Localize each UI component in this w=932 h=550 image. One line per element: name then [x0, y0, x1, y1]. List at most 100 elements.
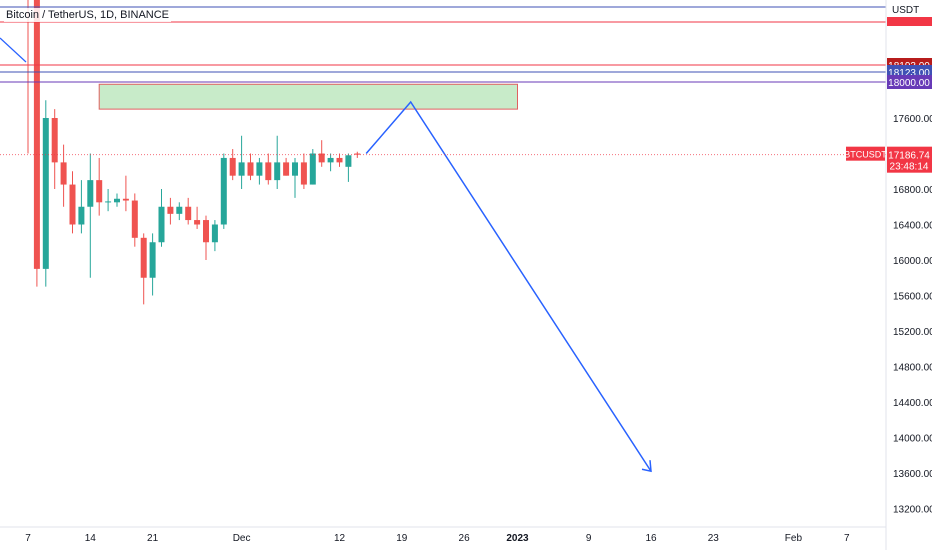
candle-body — [194, 220, 201, 225]
candle-body — [203, 220, 209, 243]
candle-body — [309, 153, 316, 185]
price-tick-label: 14400.00 — [893, 398, 932, 409]
symbol-title[interactable]: Bitcoin / TetherUS, 1D, BINANCE — [4, 8, 172, 22]
candle-down — [140, 233, 147, 305]
candle-down — [300, 153, 307, 189]
candle-body — [256, 162, 263, 176]
currency-label: USDT — [892, 5, 919, 16]
time-tick-label: 7 — [25, 533, 31, 544]
time-tick-label: 21 — [147, 533, 159, 544]
candle-up — [87, 153, 94, 278]
candle-body — [122, 198, 129, 201]
candle-body — [69, 184, 76, 225]
price-badge-label: 18000.00 — [888, 78, 930, 89]
time-tick-label: 9 — [586, 533, 592, 544]
symbol-badge-label: BTCUSDT — [844, 150, 887, 160]
candle-down — [203, 215, 209, 260]
candle-body — [60, 162, 67, 185]
zone-layer — [98, 83, 518, 110]
candle-down — [247, 153, 254, 181]
candle-down — [33, 0, 40, 287]
candle-down — [131, 193, 138, 247]
candle-down — [265, 153, 272, 185]
candle-body — [327, 157, 334, 163]
time-tick-label: Feb — [785, 533, 803, 544]
candle-body — [238, 162, 245, 176]
left-trend-line — [0, 37, 27, 63]
candle-down — [60, 144, 67, 207]
candle-up — [274, 135, 281, 189]
candle-body — [354, 153, 361, 155]
candle-body — [149, 242, 156, 278]
candle-body — [42, 118, 49, 269]
time-tick-label: 23 — [708, 533, 720, 544]
projection-path — [365, 100, 652, 472]
candle-up — [105, 189, 112, 212]
price-axis-bg — [886, 0, 932, 550]
candle-body — [96, 180, 103, 203]
candle-down — [51, 109, 58, 189]
price-axis[interactable]: USDT17600.0017200.0016800.0016400.001600… — [885, 0, 932, 550]
candle-down — [69, 171, 76, 234]
time-tick-label: 26 — [459, 533, 471, 544]
candle-body — [336, 157, 343, 163]
current-price-value: 17186.74 — [888, 151, 930, 162]
candle-up — [114, 193, 120, 207]
time-tick-label: 16 — [645, 533, 657, 544]
price-tick-label: 16400.00 — [893, 221, 932, 232]
price-tick-label: 15200.00 — [893, 327, 932, 338]
candle-body — [78, 206, 85, 225]
price-tick-label: 13200.00 — [893, 505, 932, 516]
symbol-badge — [846, 146, 885, 161]
time-axis[interactable]: 7 14 21 Dec 12 19 26 2023 9 16 23 Feb 7 — [0, 526, 886, 544]
candle-body — [229, 157, 236, 176]
candle-up — [42, 100, 49, 287]
price-badges: 18193.0018123.0018000.0017186.7423:48:14… — [844, 58, 932, 173]
candle-up — [220, 153, 227, 229]
candle-up — [149, 233, 156, 296]
candle-body — [345, 155, 352, 167]
candle-up — [345, 153, 352, 182]
time-tick-label: 7 — [844, 533, 850, 544]
candle-down — [27, 0, 29, 154]
candle-body — [247, 162, 254, 176]
candle-up — [238, 135, 245, 189]
price-tick-label: 17600.00 — [893, 114, 932, 125]
candle-down — [336, 153, 343, 167]
candle-body — [274, 162, 281, 181]
candle-body — [105, 201, 112, 203]
price-tick-label: 16000.00 — [893, 256, 932, 267]
candle-body — [283, 162, 290, 176]
candle-up — [211, 220, 218, 252]
candle-body — [87, 180, 94, 207]
candle-body — [131, 200, 138, 238]
candle-down — [185, 197, 192, 225]
clipped-top-badge — [887, 17, 932, 26]
candle-up — [256, 157, 263, 185]
candle-body — [158, 206, 165, 243]
price-tick-label: 13600.00 — [893, 469, 932, 480]
candle-body — [114, 198, 120, 203]
time-tick-label: Dec — [233, 533, 251, 544]
projection — [0, 37, 652, 473]
candle-body — [300, 162, 307, 185]
candle-body — [33, 0, 40, 269]
candle-up — [327, 153, 334, 172]
candle-body — [292, 162, 298, 176]
candle-down — [318, 140, 325, 167]
candle-down — [122, 175, 129, 212]
candle-body — [51, 118, 58, 163]
price-badge-purple — [887, 75, 932, 89]
time-tick-label: 14 — [85, 533, 97, 544]
projection-arrowhead — [641, 460, 652, 473]
candle-body — [140, 237, 147, 278]
candle-body — [265, 162, 272, 181]
candle-down — [194, 206, 201, 229]
price-tick-label: 16800.00 — [893, 185, 932, 196]
candle-body — [220, 157, 227, 225]
time-tick-label: 2023 — [506, 533, 529, 544]
price-badge-label: 18123.00 — [888, 68, 930, 79]
candle-down — [229, 149, 236, 181]
